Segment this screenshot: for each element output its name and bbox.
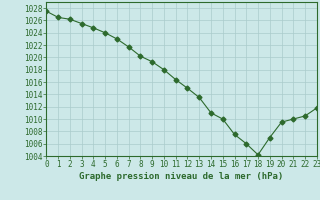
X-axis label: Graphe pression niveau de la mer (hPa): Graphe pression niveau de la mer (hPa) bbox=[79, 172, 284, 181]
